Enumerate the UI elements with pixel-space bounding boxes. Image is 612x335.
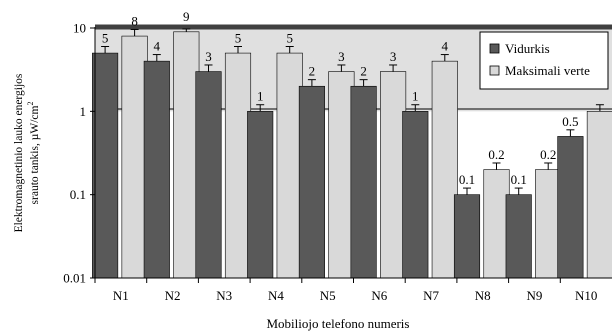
y-axis-title-line1: Elektromagnetinio lauko energijos: [13, 73, 25, 232]
value-label: 0.1: [459, 172, 475, 187]
bar-vidurkis-N10: [557, 136, 584, 279]
x-tick-label: N1: [113, 288, 129, 303]
x-tick-label: N3: [216, 288, 232, 303]
bar-maksimali-N2: [173, 31, 200, 279]
value-label: 3: [205, 49, 212, 64]
value-label: 2: [309, 64, 316, 79]
value-label: 5: [102, 30, 109, 45]
y-axis-title-line2: srauto tankis, µW/cm2: [26, 102, 41, 205]
legend-swatch-maksimali: [489, 65, 500, 76]
value-label: 2: [360, 64, 367, 79]
bar-maksimali-N3: [224, 52, 252, 279]
x-tick-label: N8: [475, 288, 491, 303]
value-label: 1: [257, 89, 264, 104]
x-tick-label: N10: [575, 288, 597, 303]
value-label: 0.1: [511, 172, 527, 187]
value-label: 5: [286, 30, 293, 45]
legend-label-vidurkis: Vidurkis: [505, 41, 550, 56]
bar-vidurkis-N1: [92, 52, 119, 279]
x-tick-label: N6: [371, 288, 387, 303]
x-axis-title: Mobiliojo telefono numeris: [267, 316, 410, 331]
value-label: 5: [235, 30, 242, 45]
legend-swatch-vidurkis: [489, 43, 500, 54]
x-axis: N1 N2 N3 N4 N5 N6 N7 N8 N9 N10 Mobiliojo telefono…: [94, 277, 612, 331]
bar-maksimali-N1: [121, 35, 148, 279]
bar-maksimali-N6: [380, 71, 407, 279]
legend-label-maksimali: Maksimali verte: [505, 63, 590, 78]
value-label: 4: [442, 39, 449, 54]
y-axis-title-line2-text: srauto tankis, µW/cm: [29, 105, 41, 204]
y-axis-title: Elektromagnetinio lauko energijos srauto…: [13, 73, 41, 232]
bar-vidurkis-N3: [195, 71, 222, 279]
bar-maksimali-N4: [276, 52, 303, 279]
bar-vidurkis-N9: [505, 194, 532, 279]
y-axis-title-superscript: 2: [26, 102, 35, 106]
bar-vidurkis-N4: [247, 111, 274, 279]
x-ticks-group: N1 N2 N3 N4 N5 N6 N7 N8 N9 N10: [94, 278, 597, 303]
x-tick-label: N9: [527, 288, 543, 303]
bar-vidurkis-N2: [143, 60, 170, 279]
x-tick-label: N2: [165, 288, 181, 303]
bar-vidurkis-N6: [350, 85, 377, 279]
bar-maksimali-N7: [431, 60, 458, 279]
bar-maksimali-N8: [483, 169, 510, 279]
y-tick-label: 0.1: [70, 187, 86, 202]
value-label: 3: [390, 49, 397, 64]
bar-maksimali-N10: [586, 111, 612, 279]
bar-maksimali-N9: [535, 169, 562, 279]
bar-vidurkis-N8: [453, 194, 481, 279]
value-label: 0.5: [562, 114, 578, 129]
x-tick-label: N7: [423, 288, 439, 303]
error-bars-group: [101, 28, 604, 195]
bar-vidurkis-N5: [298, 85, 325, 279]
y-axis: 0.01 0.1 1 10: [63, 21, 96, 286]
y-tick-label: 0.01: [63, 271, 86, 286]
value-label: 3: [338, 49, 345, 64]
value-label: 4: [154, 39, 161, 54]
bars-group: [92, 31, 612, 279]
y-tick-label: 1: [80, 104, 87, 119]
legend-box: [479, 31, 609, 90]
x-tick-label: N4: [268, 288, 284, 303]
x-tick-label: N5: [320, 288, 336, 303]
value-label: 1: [412, 89, 419, 104]
bar-vidurkis-N7: [402, 111, 429, 279]
y-ticks-group: 0.01 0.1 1 10: [63, 21, 95, 286]
value-label: 9: [183, 9, 190, 24]
value-label: 8: [131, 13, 138, 28]
y-tick-label: 10: [73, 21, 86, 36]
legend: Vidurkis Maksimali verte: [479, 31, 609, 90]
value-label: 0.2: [540, 147, 556, 162]
bar-maksimali-N5: [328, 71, 355, 279]
value-label: 0.2: [488, 147, 504, 162]
